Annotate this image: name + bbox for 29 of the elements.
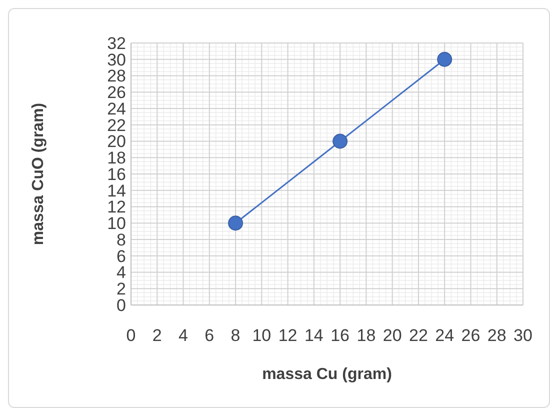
x-tick-label: 12 [278,326,298,345]
x-tick-label: 8 [230,326,240,345]
y-tick-label: 6 [116,246,126,266]
x-tick-label: 28 [487,326,506,345]
y-tick-label: 30 [107,50,126,70]
y-axis-title: massa CuO (gram) [30,102,47,246]
x-tick-label: 18 [356,326,376,345]
point [437,52,452,67]
y-tick-label: 12 [107,198,126,217]
y-tick-label: 22 [107,116,126,135]
x-tick-label: 4 [178,326,188,345]
x-tick-label: 2 [152,326,162,345]
y-tick-label: 4 [116,263,126,282]
x-tick-label: 16 [330,326,350,345]
y-tick-label: 20 [107,132,126,152]
y-tick-label: 28 [107,66,126,86]
point [228,216,244,231]
point [332,134,348,149]
x-tick-label: 30 [514,326,532,345]
x-tick-label: 6 [204,326,214,345]
x-tick-label: 14 [304,326,324,345]
y-tick-label: 14 [107,181,126,200]
x-tick-label: 10 [252,326,272,345]
y-tick-label: 32 [107,34,126,53]
x-tick-label: 26 [461,326,480,345]
x-axis-title: massa Cu (gram) [262,366,392,383]
x-tick-label: 22 [409,326,428,345]
x-tick-label: 20 [382,326,402,345]
x-tick-label: 24 [435,326,454,345]
